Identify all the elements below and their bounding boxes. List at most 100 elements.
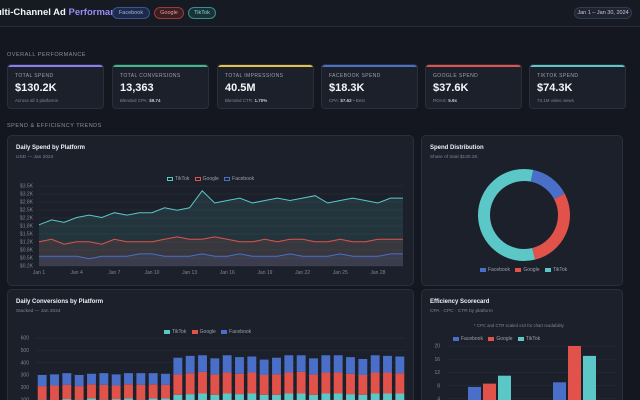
bar-facebook xyxy=(74,375,84,387)
legend-label-tiktok: TikTok xyxy=(525,336,541,342)
panel-subtitle: CPA · CPC · CTR by platform xyxy=(430,309,493,314)
y-tick-label: $3.2K xyxy=(20,192,34,198)
y-tick-label: $2.2K xyxy=(20,216,34,222)
bar-google xyxy=(309,374,318,395)
legend-swatch-tiktok xyxy=(517,336,524,341)
legend-swatch-facebook xyxy=(221,329,228,334)
bar-facebook xyxy=(247,356,257,373)
bar-tiktok xyxy=(321,393,331,400)
y-tick-label: $2.8K xyxy=(20,200,34,206)
kpi-sub-prefix: CPA: xyxy=(329,98,341,103)
bar-google xyxy=(111,385,121,400)
kpi-sub-prefix: ROAS: xyxy=(433,98,449,103)
bar-google xyxy=(185,373,195,395)
legend-swatch-tiktok xyxy=(164,329,170,334)
series-line-google xyxy=(38,236,403,245)
kpi-total-spend: Total Spend $130.2K Across all 3 platfor… xyxy=(7,64,104,109)
donut-slice-tiktok xyxy=(478,169,536,261)
bar-google xyxy=(568,346,581,400)
kpi-sub-value: $7.62 xyxy=(340,98,352,103)
bar-tiktok xyxy=(259,394,269,400)
legend-label-tiktok: TikTok xyxy=(172,329,187,335)
x-tick-label: Jan 7 xyxy=(108,270,120,276)
bar-google xyxy=(235,373,244,395)
bar-google xyxy=(148,384,158,399)
kpi-accent-bar xyxy=(322,65,417,67)
bar-facebook xyxy=(111,374,121,386)
y-tick-label: 400 xyxy=(21,360,30,366)
kpi-sub: ROAS: 5.9x xyxy=(433,98,457,103)
y-tick-label: $0.8K xyxy=(20,248,34,254)
bar-google xyxy=(483,383,496,400)
kpi-label: Google Spend xyxy=(433,73,479,79)
bar-facebook xyxy=(50,374,59,386)
bar-google xyxy=(198,371,207,394)
bar-google xyxy=(173,374,183,395)
legend-label-google: Google xyxy=(199,329,216,335)
x-tick-label: Jan 28 xyxy=(370,270,385,276)
legend-swatch-tiktok xyxy=(544,267,551,272)
y-tick-label: 16 xyxy=(434,357,440,363)
kpi-value: $18.3K xyxy=(329,82,365,94)
series-area-tiktok xyxy=(39,190,403,266)
panel-title: Spend Distribution xyxy=(430,145,484,151)
kpi-value: 40.5M xyxy=(225,82,256,94)
kpi-label: Total Spend xyxy=(15,73,54,79)
y-tick-label: 200 xyxy=(21,385,30,391)
x-tick-label: Jan 22 xyxy=(295,270,310,276)
bar-facebook xyxy=(124,373,133,385)
date-range-picker[interactable]: Jan 1 – Jan 30, 2024 xyxy=(574,7,632,19)
legend-label-google: Google xyxy=(496,336,513,342)
kpi-value: $74.3K xyxy=(537,82,573,94)
bar-tiktok xyxy=(222,393,232,400)
bar-facebook xyxy=(161,373,170,385)
kpi-sub: 73.1M video views xyxy=(537,98,575,103)
legend-swatch-facebook xyxy=(453,336,459,341)
bar-tiktok xyxy=(395,393,405,400)
y-tick-label: 8 xyxy=(437,383,440,389)
bar-facebook xyxy=(62,373,72,385)
filter-google[interactable]: Google xyxy=(154,7,184,19)
app-title-accent: Performance xyxy=(68,7,127,18)
y-tick-label: $2.5K xyxy=(20,208,34,214)
y-tick-label: 300 xyxy=(21,373,30,379)
bar-facebook xyxy=(358,358,368,375)
bar-google xyxy=(124,384,133,399)
kpi-sub-suffix: • Best xyxy=(351,98,365,103)
bar-facebook xyxy=(370,355,380,373)
legend-swatch-google xyxy=(515,267,522,272)
kpi-value: 13,363 xyxy=(120,82,154,94)
bar-google xyxy=(87,384,96,399)
kpi-total-conversions: Total Conversions 13,363 Blended CPA: $9… xyxy=(112,64,209,109)
y-tick-label: $0.2K xyxy=(20,264,34,270)
kpi-google-spend: Google Spend $37.6K ROAS: 5.9x xyxy=(425,64,522,109)
bar-google xyxy=(37,386,47,400)
panel-subtitle: USD — Jan 2024 xyxy=(16,155,54,160)
app-title: ulti-Channel Ad Performance xyxy=(0,7,127,18)
bar-facebook xyxy=(210,358,220,375)
bar-tiktok xyxy=(148,398,158,400)
legend-swatch-google xyxy=(194,176,201,181)
bar-facebook xyxy=(321,355,331,373)
y-tick-label: $3.5K xyxy=(20,184,34,190)
filter-tiktok[interactable]: TikTok xyxy=(188,7,216,19)
filter-facebook[interactable]: Facebook xyxy=(112,7,150,19)
bar-google xyxy=(296,371,306,394)
bar-facebook xyxy=(136,373,146,385)
bar-google xyxy=(136,384,146,400)
panel-efficiency-scorecard: Efficiency Scorecard CPA · CPC · CTR by … xyxy=(421,289,623,400)
x-tick-label: Jan 13 xyxy=(182,270,197,276)
kpi-accent-bar xyxy=(8,65,103,67)
legend-swatch-facebook xyxy=(480,267,486,272)
spend-legend: TikTok Google Facebook xyxy=(163,176,254,182)
series-area-facebook xyxy=(39,253,403,266)
kpi-accent-bar xyxy=(218,65,313,67)
x-tick-label: Jan 4 xyxy=(71,270,83,276)
bar-tiktok xyxy=(185,394,195,400)
legend-swatch-tiktok xyxy=(167,176,173,181)
kpi-sub: Across all 3 platforms xyxy=(15,98,59,103)
bar-tiktok xyxy=(498,375,511,400)
kpi-accent-bar xyxy=(113,65,208,67)
bar-tiktok xyxy=(235,394,244,400)
bar-facebook xyxy=(173,357,183,375)
